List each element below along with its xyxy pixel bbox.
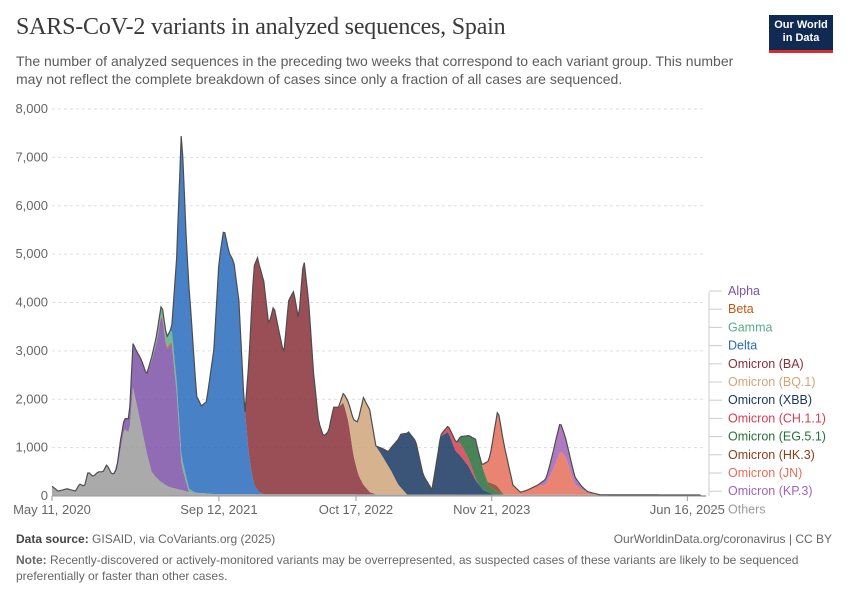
legend-entry: Others <box>728 502 766 516</box>
y-tick-label: 8,000 <box>15 101 48 116</box>
legend-entry: Omicron (XBB) <box>728 393 812 407</box>
legend-entry: Alpha <box>728 284 760 298</box>
area-others <box>52 387 706 496</box>
x-tick-label: May 11, 2020 <box>13 502 91 517</box>
y-tick-label: 2,000 <box>15 391 48 406</box>
y-tick-label: 3,000 <box>15 343 48 358</box>
footnote: Note: Recently-discovered or actively-mo… <box>16 552 816 584</box>
legend: Alpha Beta Gamma Delta Omicron (BA) Omicron (… <box>708 284 826 516</box>
legend-entry: Omicron (BQ.1) <box>728 375 816 389</box>
total-outline <box>51 135 706 497</box>
legend-entry: Omicron (HK.3) <box>728 448 815 462</box>
footer-url[interactable]: OurWorldinData.org/coronavirus | CC BY <box>613 532 832 546</box>
owid-logo[interactable]: Our World in Data <box>769 15 833 52</box>
y-tick-label: 1,000 <box>15 440 48 455</box>
legend-entry: Omicron (EG.5.1) <box>728 430 826 444</box>
legend-entry: Beta <box>728 302 754 316</box>
legend-entry: Omicron (BA) <box>728 357 804 371</box>
y-axis: 0 1,000 2,000 3,000 4,000 5,000 6,000 7,000 8,00… <box>15 101 48 503</box>
source-label: Data source: <box>16 532 89 546</box>
logo-line2: in Data <box>782 32 820 44</box>
areas-layer <box>51 135 706 497</box>
legend-entry: Omicron (JN) <box>728 466 802 480</box>
x-tick-label: Oct 17, 2022 <box>319 502 393 517</box>
legend-entry: Delta <box>728 339 757 353</box>
y-tick-label: 5,000 <box>15 246 48 261</box>
x-tick-label: Sep 12, 2021 <box>180 502 257 517</box>
area-delta <box>52 136 706 496</box>
chart-subtitle: The number of analyzed sequences in the … <box>16 53 734 87</box>
legend-entry: Gamma <box>728 320 773 334</box>
source-line: Data source: GISAID, via CoVariants.org … <box>16 532 275 546</box>
y-tick-label: 7,000 <box>15 149 48 164</box>
logo-line1: Our World <box>774 19 828 31</box>
source-text[interactable]: GISAID, via CoVariants.org (2025) <box>92 532 276 546</box>
legend-entry: Omicron (KP.3) <box>728 484 813 498</box>
stacked-area-chart: 0 1,000 2,000 3,000 4,000 5,000 6,000 7,000 8,00… <box>13 101 826 517</box>
logo-accent-bar <box>769 50 833 53</box>
x-tick-label: Nov 21, 2023 <box>453 502 530 517</box>
note-text: Recently-discovered or actively-monitore… <box>16 553 799 583</box>
y-tick-label: 4,000 <box>15 295 48 310</box>
legend-entry: Omicron (CH.1.1) <box>728 411 826 425</box>
chart-title: SARS-CoV-2 variants in analyzed sequence… <box>16 14 506 40</box>
y-tick-label: 0 <box>41 488 48 503</box>
x-tick-label: Jun 16, 2025 <box>650 502 725 517</box>
x-axis: May 11, 2020 Sep 12, 2021 Oct 17, 2022 Nov … <box>13 495 725 517</box>
note-label: Note: <box>16 553 47 567</box>
y-tick-label: 6,000 <box>15 198 48 213</box>
